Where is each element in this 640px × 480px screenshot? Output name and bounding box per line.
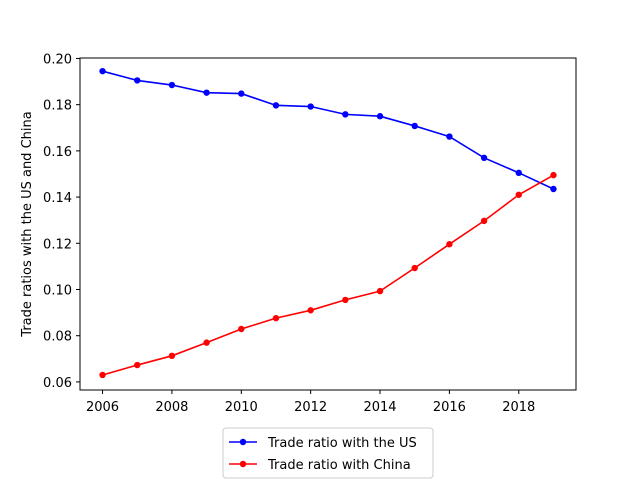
- x-tick-label: 2014: [363, 400, 396, 415]
- x-tick-label: 2018: [502, 400, 535, 415]
- data-point: [342, 296, 349, 304]
- legend: Trade ratio with the US Trade ratio with …: [222, 427, 434, 479]
- y-tick-label: 0.08: [43, 330, 72, 345]
- data-point: [376, 113, 384, 120]
- data-point: [307, 307, 314, 314]
- x-tick-label: 2016: [433, 400, 466, 415]
- data-point: [99, 67, 106, 75]
- data-point: [446, 133, 453, 140]
- y-tick-label: 0.16: [43, 145, 72, 160]
- legend-marker: [239, 438, 247, 446]
- data-point: [550, 185, 557, 193]
- data-point: [480, 217, 488, 225]
- data-point: [307, 103, 314, 110]
- y-axis-title: Trade ratios with the US and China: [20, 111, 35, 337]
- data-point: [203, 339, 210, 346]
- y-tick-label: 0.06: [43, 376, 72, 391]
- legend-label: Trade ratio with China: [267, 458, 411, 473]
- legend-label: Trade ratio with the US: [267, 436, 417, 451]
- data-point: [550, 171, 557, 179]
- y-tick-label: 0.10: [43, 283, 72, 298]
- y-axis: 0.06 0.08 0.10 0.12 0.14 0.16 0.18 0.20: [43, 52, 80, 391]
- data-point: [342, 111, 349, 118]
- data-point: [515, 169, 522, 177]
- data-point: [238, 90, 245, 97]
- x-axis: 2006 2008 2010 2012 2014 2016 2018: [86, 390, 535, 415]
- series-layer: [99, 67, 557, 379]
- data-point: [411, 122, 418, 130]
- y-tick-label: 0.18: [43, 99, 72, 114]
- legend-box: [222, 427, 434, 479]
- data-point: [272, 102, 280, 109]
- y-tick-label: 0.20: [43, 52, 72, 67]
- series-line: [102, 70, 554, 190]
- data-point: [99, 371, 106, 379]
- plot-frame: [79, 57, 577, 391]
- series-1: [99, 67, 557, 193]
- x-tick-label: 2010: [225, 400, 258, 415]
- data-point: [168, 81, 176, 89]
- data-point: [480, 154, 488, 162]
- data-point: [168, 352, 176, 360]
- data-point: [238, 325, 245, 333]
- series-line: [102, 174, 554, 376]
- data-point: [376, 287, 384, 295]
- series-2: [99, 171, 557, 379]
- legend-item: Trade ratio with China: [229, 458, 411, 473]
- data-point: [446, 241, 453, 248]
- legend-item: Trade ratio with the US: [229, 436, 417, 451]
- data-point: [272, 314, 280, 322]
- x-tick-label: 2012: [294, 400, 327, 415]
- y-tick-label: 0.14: [43, 191, 72, 206]
- x-tick-label: 2008: [155, 400, 188, 415]
- plot-area: [79, 57, 577, 391]
- data-point: [134, 361, 141, 369]
- x-tick-label: 2006: [86, 400, 119, 415]
- legend-marker: [239, 460, 247, 468]
- data-point: [134, 77, 141, 84]
- data-point: [515, 191, 522, 198]
- data-point: [203, 89, 210, 96]
- data-point: [411, 264, 418, 272]
- y-tick-label: 0.12: [43, 237, 72, 252]
